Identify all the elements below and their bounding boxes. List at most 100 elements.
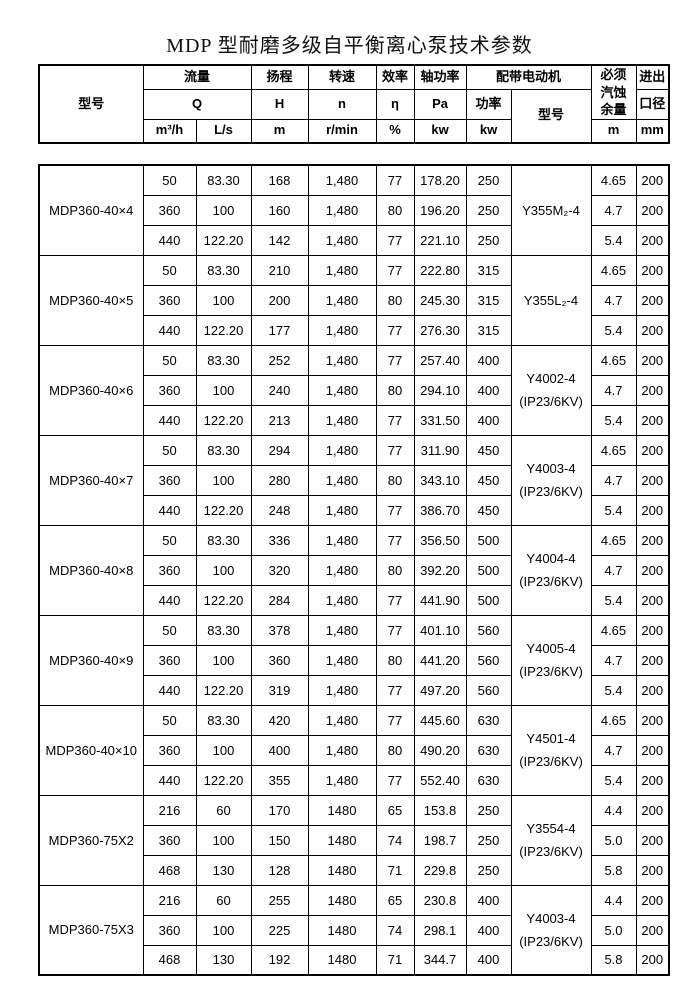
- table-row: MDP360-40×4 50 83.30 168 1,480 77 178.20 250 Y35…: [38, 164, 670, 256]
- value-cell: 420: [250, 704, 309, 736]
- col-header-motor-model: 型号: [510, 88, 592, 144]
- value-cell: 100: [195, 914, 252, 946]
- value-cell: 83.30: [195, 254, 252, 286]
- value-cell: 160: [250, 194, 309, 226]
- value-cell: 50: [142, 434, 197, 466]
- value-cell: 4.65: [590, 614, 637, 646]
- value-cell: 468: [142, 854, 197, 886]
- value-cell: 83.30: [195, 614, 252, 646]
- value-cell: 440: [142, 764, 197, 796]
- value-cell: 360: [142, 734, 197, 766]
- value-cell: 122.20: [195, 404, 252, 436]
- value-cell: 4.65: [590, 254, 637, 286]
- value-cell: 450: [465, 434, 512, 466]
- value-cell: 4.65: [590, 434, 637, 466]
- value-cell: 177: [250, 314, 309, 346]
- value-cell: 200: [635, 464, 670, 496]
- pump-model-cell: MDP360-40×8: [38, 524, 144, 616]
- value-cell: 1,480: [307, 584, 377, 616]
- value-cell: 100: [195, 644, 252, 676]
- value-cell: 490.20: [413, 734, 467, 766]
- value-cell: 360: [142, 284, 197, 316]
- value-cell: 74: [375, 824, 415, 856]
- table-row: MDP360-40×6 50 83.30 252 1,480 77 257.40 400 Y40…: [38, 344, 670, 436]
- value-cell: 80: [375, 284, 415, 316]
- col-symbol-speed: n: [307, 88, 377, 120]
- value-cell: 80: [375, 554, 415, 586]
- motor-model-line: Y355L₂-4: [523, 292, 579, 308]
- value-cell: 77: [375, 584, 415, 616]
- value-cell: 4.65: [590, 164, 637, 196]
- value-cell: 122.20: [195, 764, 252, 796]
- value-cell: 178.20: [413, 164, 467, 196]
- value-cell: 552.40: [413, 764, 467, 796]
- value-cell: 200: [635, 644, 670, 676]
- value-cell: 77: [375, 314, 415, 346]
- table-row: 360 100 360 1,480 80 441.20 560 4.7 200: [39, 644, 670, 676]
- value-cell: 83.30: [195, 164, 252, 196]
- value-cell: 360: [142, 824, 197, 856]
- motor-model-cell: Y355M₂-4: [510, 164, 592, 256]
- value-cell: 5.4: [590, 674, 637, 706]
- value-cell: 50: [142, 344, 197, 376]
- value-cell: 200: [635, 794, 670, 826]
- value-cell: 440: [142, 404, 197, 436]
- value-cell: 360: [250, 644, 309, 676]
- motor-model-line: (IP23/6KV): [519, 394, 583, 410]
- value-cell: 250: [465, 224, 512, 256]
- col-header-motor-group: 配带电动机: [465, 64, 592, 90]
- value-cell: 450: [465, 494, 512, 526]
- value-cell: 74: [375, 914, 415, 946]
- value-cell: 400: [465, 884, 512, 916]
- motor-model-line: (IP23/6KV): [519, 574, 583, 590]
- value-cell: 200: [635, 884, 670, 916]
- motor-model-cell: Y4501-4 (IP23/6KV): [510, 704, 592, 796]
- value-cell: 392.20: [413, 554, 467, 586]
- value-cell: 122.20: [195, 674, 252, 706]
- value-cell: 440: [142, 224, 197, 256]
- pump-model-cell: MDP360-40×7: [38, 434, 144, 526]
- value-cell: 1,480: [307, 464, 377, 496]
- value-cell: 100: [195, 194, 252, 226]
- motor-model-line: Y4004-4: [526, 551, 576, 567]
- value-cell: 298.1: [413, 914, 467, 946]
- value-cell: 200: [635, 944, 670, 976]
- value-cell: 400: [465, 344, 512, 376]
- value-cell: 1,480: [307, 164, 377, 196]
- value-cell: 284: [250, 584, 309, 616]
- table-row: 360 100 280 1,480 80 343.10 450 4.7 200: [39, 464, 670, 496]
- value-cell: 200: [635, 164, 670, 196]
- motor-model-line: Y355M₂-4: [522, 202, 580, 218]
- value-cell: 500: [465, 554, 512, 586]
- spec-table-body: MDP360-40×4 50 83.30 168 1,480 77 178.20 250 Y35…: [38, 164, 670, 977]
- value-cell: 221.10: [413, 224, 467, 256]
- value-cell: 200: [635, 404, 670, 436]
- value-cell: 355: [250, 764, 309, 796]
- value-cell: 230.8: [413, 884, 467, 916]
- value-cell: 320: [250, 554, 309, 586]
- value-cell: 386.70: [413, 494, 467, 526]
- motor-model-line: Y4002-4: [526, 371, 576, 387]
- value-cell: 1,480: [307, 734, 377, 766]
- value-cell: 100: [195, 284, 252, 316]
- col-header-head: 扬程: [250, 64, 309, 90]
- value-cell: 4.7: [590, 194, 637, 226]
- value-cell: 630: [465, 704, 512, 736]
- value-cell: 225: [250, 914, 309, 946]
- value-cell: 5.0: [590, 824, 637, 856]
- col-header-port-line1: 进出: [635, 64, 670, 90]
- value-cell: 153.8: [413, 794, 467, 826]
- value-cell: 248: [250, 494, 309, 526]
- value-cell: 500: [465, 524, 512, 556]
- value-cell: 200: [635, 554, 670, 586]
- table-row: 440 122.20 213 1,480 77 331.50 400 5.4 200: [39, 404, 670, 436]
- value-cell: 1,480: [307, 404, 377, 436]
- value-cell: 200: [635, 854, 670, 886]
- table-row: MDP360-75X2 216 60 170 1480 65 153.8 250 Y3554-4…: [38, 794, 670, 886]
- table-row: 360 100 320 1,480 80 392.20 500 4.7 200: [39, 554, 670, 586]
- motor-model-cell: Y4002-4 (IP23/6KV): [510, 344, 592, 436]
- value-cell: 200: [635, 824, 670, 856]
- value-cell: 360: [142, 464, 197, 496]
- value-cell: 5.4: [590, 494, 637, 526]
- value-cell: 192: [250, 944, 309, 976]
